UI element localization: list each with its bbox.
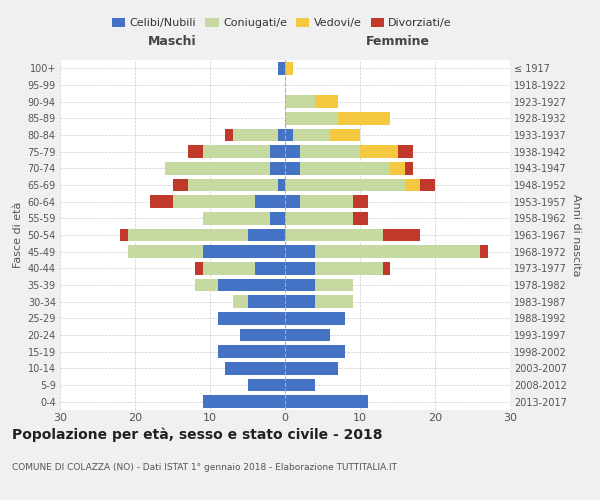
Bar — [233, 296, 248, 308]
Bar — [285, 162, 300, 174]
Bar — [203, 396, 285, 408]
Bar — [248, 379, 285, 391]
Bar — [255, 196, 285, 208]
Bar — [315, 246, 480, 258]
Bar — [285, 146, 300, 158]
Bar — [277, 179, 285, 192]
Bar — [203, 146, 270, 158]
Bar — [195, 279, 218, 291]
Bar — [480, 246, 487, 258]
Bar — [270, 146, 285, 158]
Bar — [285, 212, 353, 224]
Bar — [165, 162, 270, 174]
Bar — [330, 129, 360, 141]
Bar — [203, 246, 285, 258]
Bar — [315, 96, 337, 108]
Bar — [293, 129, 330, 141]
Bar — [285, 129, 293, 141]
Bar — [248, 296, 285, 308]
Bar — [195, 262, 203, 274]
Bar — [150, 196, 173, 208]
Bar — [285, 329, 330, 341]
Bar — [233, 129, 277, 141]
Bar — [270, 212, 285, 224]
Legend: Celibi/Nubili, Coniugati/e, Vedovi/e, Divorziati/e: Celibi/Nubili, Coniugati/e, Vedovi/e, Di… — [107, 13, 457, 32]
Bar — [225, 129, 233, 141]
Bar — [390, 162, 405, 174]
Bar — [353, 196, 367, 208]
Text: Popolazione per età, sesso e stato civile - 2018: Popolazione per età, sesso e stato civil… — [12, 428, 383, 442]
Bar — [405, 179, 420, 192]
Bar — [248, 229, 285, 241]
Bar — [285, 62, 293, 74]
Bar — [173, 179, 187, 192]
Bar — [285, 246, 315, 258]
Bar — [285, 196, 300, 208]
Bar — [128, 229, 248, 241]
Bar — [360, 146, 398, 158]
Bar — [173, 196, 255, 208]
Bar — [315, 296, 353, 308]
Bar — [420, 179, 435, 192]
Bar — [285, 179, 405, 192]
Bar — [255, 262, 285, 274]
Bar — [383, 229, 420, 241]
Bar — [285, 346, 345, 358]
Y-axis label: Fasce di età: Fasce di età — [13, 202, 23, 268]
Bar — [285, 96, 315, 108]
Bar — [285, 362, 337, 374]
Bar — [285, 229, 383, 241]
Bar — [187, 179, 277, 192]
Bar — [285, 312, 345, 324]
Bar — [300, 196, 353, 208]
Bar — [218, 279, 285, 291]
Bar — [315, 262, 383, 274]
Bar — [398, 146, 413, 158]
Bar — [218, 312, 285, 324]
Bar — [315, 279, 353, 291]
Bar — [300, 162, 390, 174]
Text: Maschi: Maschi — [148, 36, 197, 49]
Bar — [383, 262, 390, 274]
Bar — [285, 112, 337, 124]
Bar — [285, 396, 367, 408]
Bar — [225, 362, 285, 374]
Text: Femmine: Femmine — [365, 36, 430, 49]
Bar — [128, 246, 203, 258]
Bar — [270, 162, 285, 174]
Bar — [285, 262, 315, 274]
Bar — [240, 329, 285, 341]
Text: COMUNE DI COLAZZA (NO) - Dati ISTAT 1° gennaio 2018 - Elaborazione TUTTITALIA.IT: COMUNE DI COLAZZA (NO) - Dati ISTAT 1° g… — [12, 462, 397, 471]
Bar — [218, 346, 285, 358]
Bar — [203, 262, 255, 274]
Bar — [120, 229, 128, 241]
Bar — [285, 296, 315, 308]
Bar — [285, 279, 315, 291]
Bar — [300, 146, 360, 158]
Bar — [277, 62, 285, 74]
Y-axis label: Anni di nascita: Anni di nascita — [571, 194, 581, 276]
Bar — [187, 146, 203, 158]
Bar — [337, 112, 390, 124]
Bar — [353, 212, 367, 224]
Bar — [203, 212, 270, 224]
Bar — [277, 129, 285, 141]
Bar — [405, 162, 413, 174]
Bar — [285, 379, 315, 391]
